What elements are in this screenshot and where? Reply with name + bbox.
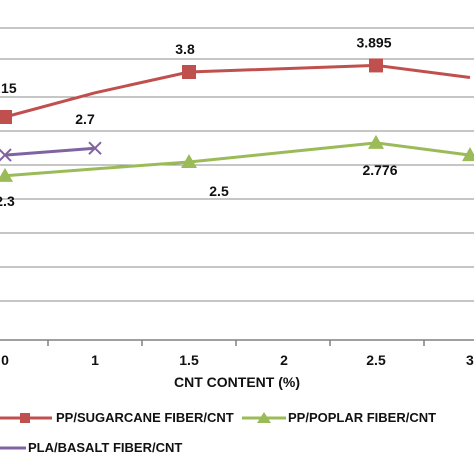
marker-triangle — [0, 167, 13, 182]
data-label: 2.776 — [362, 162, 397, 178]
axes — [0, 339, 474, 346]
x-tick-label: 2.5 — [366, 352, 386, 368]
marker-triangle — [462, 147, 474, 162]
x-tick-label: 1 — [91, 352, 99, 368]
marker-square — [369, 58, 383, 73]
data-label: 2.3 — [0, 193, 15, 209]
legend-label-poplar: PP/POPLAR FIBER/CNT — [288, 410, 437, 425]
legend-label-sugarcane: PP/SUGARCANE FIBER/CNT — [56, 410, 234, 425]
marker-triangle — [368, 134, 384, 149]
series-line-2 — [4, 146, 96, 157]
data-label: 3.15 — [0, 80, 17, 96]
x-axis-label: CNT CONTENT (%) — [174, 374, 300, 390]
marker-square — [182, 65, 196, 79]
x-tick-label: 3 — [466, 352, 474, 368]
marker-x — [88, 141, 102, 155]
legend-swatch-sugarcane — [0, 413, 52, 423]
marker-square — [0, 110, 12, 124]
series-line-0 — [4, 63, 471, 119]
data-label: 2.5 — [209, 183, 229, 199]
series-lines — [0, 58, 474, 182]
marker-x — [0, 148, 12, 162]
legend-swatch-poplar — [242, 412, 286, 423]
series-line-1 — [4, 141, 471, 178]
data-label: 3.895 — [356, 34, 391, 50]
x-tick-label: 2 — [280, 352, 288, 368]
x-tick-label: 0 — [1, 352, 9, 368]
data-label: 2.7 — [75, 111, 95, 127]
x-tick-label: 1.5 — [179, 352, 199, 368]
legend-label-basalt: PLA/BASALT FIBER/CNT — [28, 440, 183, 455]
legend-swatch-basalt — [0, 446, 26, 450]
marker-triangle — [181, 154, 197, 168]
data-label: 3.8 — [175, 41, 195, 57]
data-labels: 3.15 3.8 3.895 2.3 2.5 2.776 2.7 — [0, 34, 398, 208]
x-tick-labels: 0 1 1.5 2 2.5 3 — [1, 352, 474, 368]
